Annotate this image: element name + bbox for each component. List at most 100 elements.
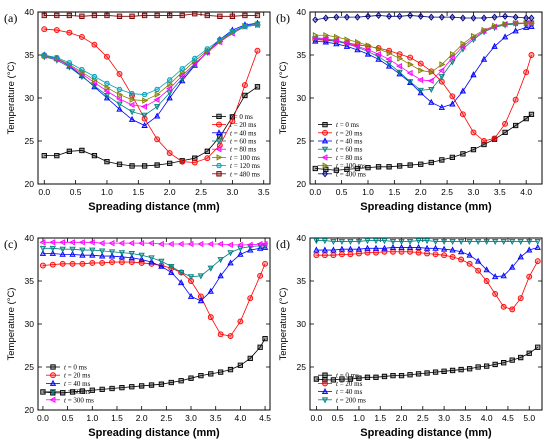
panel-a-data-point: [229, 118, 236, 125]
panel-c-data-point: [128, 251, 135, 258]
panel-a-data-point: [204, 155, 211, 162]
panel-a-data-point: [217, 13, 223, 19]
panel-a-data-point: [41, 12, 47, 19]
panel-b-series: [312, 20, 535, 94]
panel-b-data-point: [470, 146, 477, 153]
panel-a-data-point: [166, 90, 173, 97]
panel-a-data-point: [216, 36, 223, 43]
panel-a-data-point: [153, 112, 161, 119]
panel-b-x-tick-label: 4.0: [520, 187, 532, 197]
panel-b-data-point: [407, 54, 414, 61]
panel-b-data-point: [480, 14, 488, 22]
panel-d-data-point: [440, 239, 448, 246]
panel-c-data-point: [158, 262, 165, 269]
panel-c-data-point: [148, 255, 155, 262]
panel-c-data-point: [217, 369, 224, 375]
panel-c-data-point: [128, 239, 135, 247]
panel-d-data-point: [517, 239, 524, 246]
panel-b-series-line: [315, 15, 532, 21]
panel-a-data-point: [91, 41, 98, 48]
panel-a-data-point: [104, 84, 111, 91]
panel-a-data-point: [129, 91, 135, 97]
panel-c-data-point: [247, 355, 253, 362]
panel-a-series: [41, 11, 261, 19]
panel-c-x-tick-label: 1.0: [86, 413, 98, 423]
panel-a-data-point: [166, 150, 173, 156]
panel-c-data-point: [69, 260, 76, 267]
panel-b-data-point: [417, 87, 424, 94]
panel-c-data-point: [197, 297, 205, 304]
panel-c-data-point: [40, 389, 46, 395]
panel-d-data-point: [509, 263, 516, 270]
panel-b-data-point: [396, 163, 403, 169]
panel-d-data-point: [457, 239, 465, 246]
panel-b-y-tick-label: 20: [297, 179, 307, 189]
panel-b-x-tick-label: 0.0: [309, 187, 321, 197]
panel-c-data-point: [49, 261, 56, 268]
panel-d-legend-marker: [322, 372, 328, 378]
panel-a-data-point: [241, 24, 248, 30]
panel-d-data-point: [313, 238, 320, 245]
panel-d-data-point: [338, 245, 346, 252]
panel-a-data-point: [154, 12, 160, 19]
panel-d-x-tick-label: 3.5: [459, 413, 471, 423]
panel-d-data-point: [424, 370, 430, 376]
panel-d-data-point: [321, 246, 329, 253]
panel-d-data-point: [321, 252, 328, 259]
panel-c-data-point: [236, 241, 243, 249]
panel-d-series-line: [316, 251, 539, 310]
panel-a-data-point: [191, 55, 198, 61]
panel-d-x-tick-label: 1.5: [374, 413, 386, 423]
panel-c-data-point: [49, 249, 56, 256]
panel-b-data-point: [512, 96, 519, 103]
panel-d-data-point: [398, 248, 405, 255]
panel-a-data-point: [66, 148, 73, 154]
panel-b-data-point: [428, 13, 435, 21]
panel-b-series-line: [315, 39, 532, 142]
panel-c-data-point: [187, 240, 194, 248]
panel-b: 0.0 0.5 1.0 1.5 2.0 2.5 3.0 3.5 4.0 20 25 30 35 40 Spr…: [276, 7, 543, 213]
panel-d-data-point: [373, 374, 379, 380]
panel-c-data-point: [257, 272, 264, 279]
panel-c-data-point: [147, 239, 154, 247]
panel-d-data-point: [339, 376, 345, 382]
panel-c-data-point: [158, 381, 165, 387]
panel-b-legend-label: t = 20 ms: [336, 129, 363, 137]
panel-b-data-point: [364, 12, 372, 20]
panel-d-data-point: [330, 252, 337, 259]
panel-d-data-point: [381, 373, 388, 380]
panel-d-data-point: [441, 368, 447, 374]
panel-d-data-point: [449, 367, 456, 374]
panel-c-legend: t = 0 mst = 20 mst = 40 mst = 60 mst = 3…: [46, 364, 94, 404]
panel-b-data-point: [449, 13, 456, 21]
panel-c-data-point: [148, 382, 155, 388]
panel-a-data-point: [154, 86, 161, 92]
panel-b-data-point: [365, 42, 372, 49]
panel-a-data-point: [179, 158, 186, 165]
panel-d-data-point: [483, 239, 490, 246]
panel-d-data-point: [364, 238, 371, 245]
panel-d-data-point: [474, 257, 482, 264]
panel-a-data-point: [178, 72, 185, 79]
panel-a-data-point: [204, 46, 211, 52]
panel-b-data-point: [460, 151, 466, 157]
panel-c-data-point: [157, 240, 164, 248]
panel-c-data-point: [69, 250, 76, 257]
panel-c-data-point: [237, 318, 244, 325]
panel-c-x-tick-label: 2.5: [160, 413, 172, 423]
panel-a-data-point: [54, 12, 60, 19]
panel-d-x-tick-label: 5.0: [523, 413, 535, 423]
panel-d-data-point: [313, 376, 320, 382]
panel-b-data-point: [523, 14, 530, 22]
panel-a-x-tick-label: 0.5: [70, 187, 82, 197]
panel-d-data-point: [492, 239, 499, 246]
panel-c-data-point: [168, 379, 174, 386]
panel-c-data-point: [118, 253, 126, 260]
panel-c-data-point: [188, 375, 194, 381]
panel-c-data-point: [99, 386, 105, 393]
panel-c-data-point: [217, 257, 224, 264]
panel-d-x-tick-label: 2.0: [396, 413, 408, 423]
panel-b-data-point: [449, 59, 456, 66]
panel-a-data-point: [41, 52, 48, 58]
panel-c-data-point: [138, 255, 145, 262]
